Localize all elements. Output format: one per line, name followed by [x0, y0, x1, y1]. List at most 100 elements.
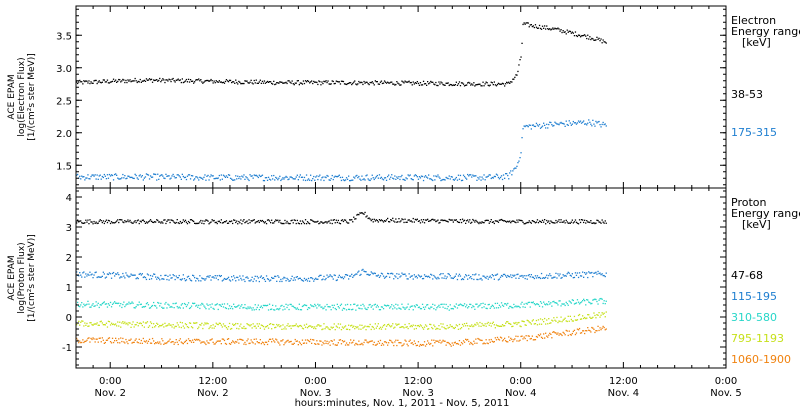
data-point [185, 305, 188, 308]
data-point [114, 340, 116, 342]
data-point [234, 324, 236, 326]
data-point [594, 222, 596, 225]
data-point [525, 275, 527, 277]
data-point [529, 338, 531, 340]
data-point [142, 179, 144, 181]
data-point [275, 305, 277, 307]
data-point [509, 172, 511, 174]
data-point [317, 178, 319, 181]
data-point [150, 342, 153, 344]
data-point [306, 221, 309, 223]
data-point [353, 216, 355, 218]
data-point [135, 278, 137, 280]
data-point [565, 320, 567, 322]
data-point [539, 333, 542, 335]
data-point [420, 175, 423, 177]
data-point [461, 218, 464, 220]
data-point [411, 275, 413, 277]
data-point [434, 219, 436, 221]
data-point [101, 175, 103, 178]
data-point [380, 219, 383, 221]
data-point [274, 327, 276, 329]
data-point [512, 220, 514, 222]
data-point [496, 273, 499, 275]
data-point [537, 125, 540, 127]
data-point [93, 323, 95, 325]
data-point [528, 301, 530, 303]
data-point [174, 177, 176, 179]
data-point [434, 276, 436, 278]
data-point [502, 305, 505, 307]
data-point [117, 219, 119, 221]
data-point [430, 323, 432, 326]
data-point [483, 342, 485, 344]
data-point [423, 176, 426, 178]
data-point [309, 223, 311, 225]
data-point [525, 22, 527, 24]
data-point [582, 315, 584, 317]
data-point [192, 80, 194, 82]
data-point [335, 325, 337, 327]
data-point [525, 302, 527, 305]
data-point [331, 80, 333, 82]
data-point [243, 278, 245, 281]
data-point [289, 325, 291, 327]
data-point [399, 307, 401, 310]
data-point [565, 275, 567, 277]
data-point [305, 174, 308, 176]
data-point [177, 222, 179, 224]
data-point [587, 299, 589, 301]
data-point [237, 223, 239, 225]
data-point [170, 305, 172, 308]
data-point [120, 178, 122, 180]
data-point [134, 274, 136, 276]
data-point [482, 343, 484, 345]
data-point [192, 220, 194, 222]
data-point [447, 177, 449, 180]
data-point [391, 81, 393, 83]
data-point [373, 304, 375, 306]
data-point [275, 83, 277, 85]
data-point [76, 337, 78, 340]
data-point [139, 303, 141, 306]
data-point [453, 84, 455, 86]
data-point [515, 321, 517, 324]
data-point [318, 305, 320, 307]
data-point [546, 303, 548, 305]
data-point [295, 222, 297, 225]
data-point [165, 325, 167, 327]
data-point [585, 317, 587, 320]
data-point [455, 176, 457, 179]
data-point [325, 326, 327, 328]
data-point [170, 80, 172, 83]
data-point [431, 179, 433, 181]
data-point [560, 277, 562, 279]
data-point [466, 304, 468, 306]
data-point [330, 326, 332, 328]
data-point [104, 175, 106, 177]
data-point [234, 342, 236, 344]
data-point [108, 272, 111, 274]
data-point [571, 299, 573, 301]
data-point [125, 272, 127, 274]
data-point [573, 221, 576, 223]
data-point [380, 176, 383, 178]
data-point [297, 80, 299, 82]
data-point [387, 175, 389, 178]
data-point [529, 24, 531, 26]
data-point [551, 124, 553, 126]
data-point [311, 179, 313, 182]
data-point [261, 80, 264, 82]
data-point [416, 304, 418, 306]
data-point [100, 276, 102, 278]
data-point [371, 325, 373, 328]
data-point [311, 219, 313, 221]
data-point [415, 219, 417, 221]
data-point [461, 179, 464, 181]
data-point [162, 78, 164, 80]
data-point [427, 328, 429, 330]
data-point [217, 220, 219, 223]
data-point [601, 327, 603, 329]
data-point [538, 323, 541, 325]
